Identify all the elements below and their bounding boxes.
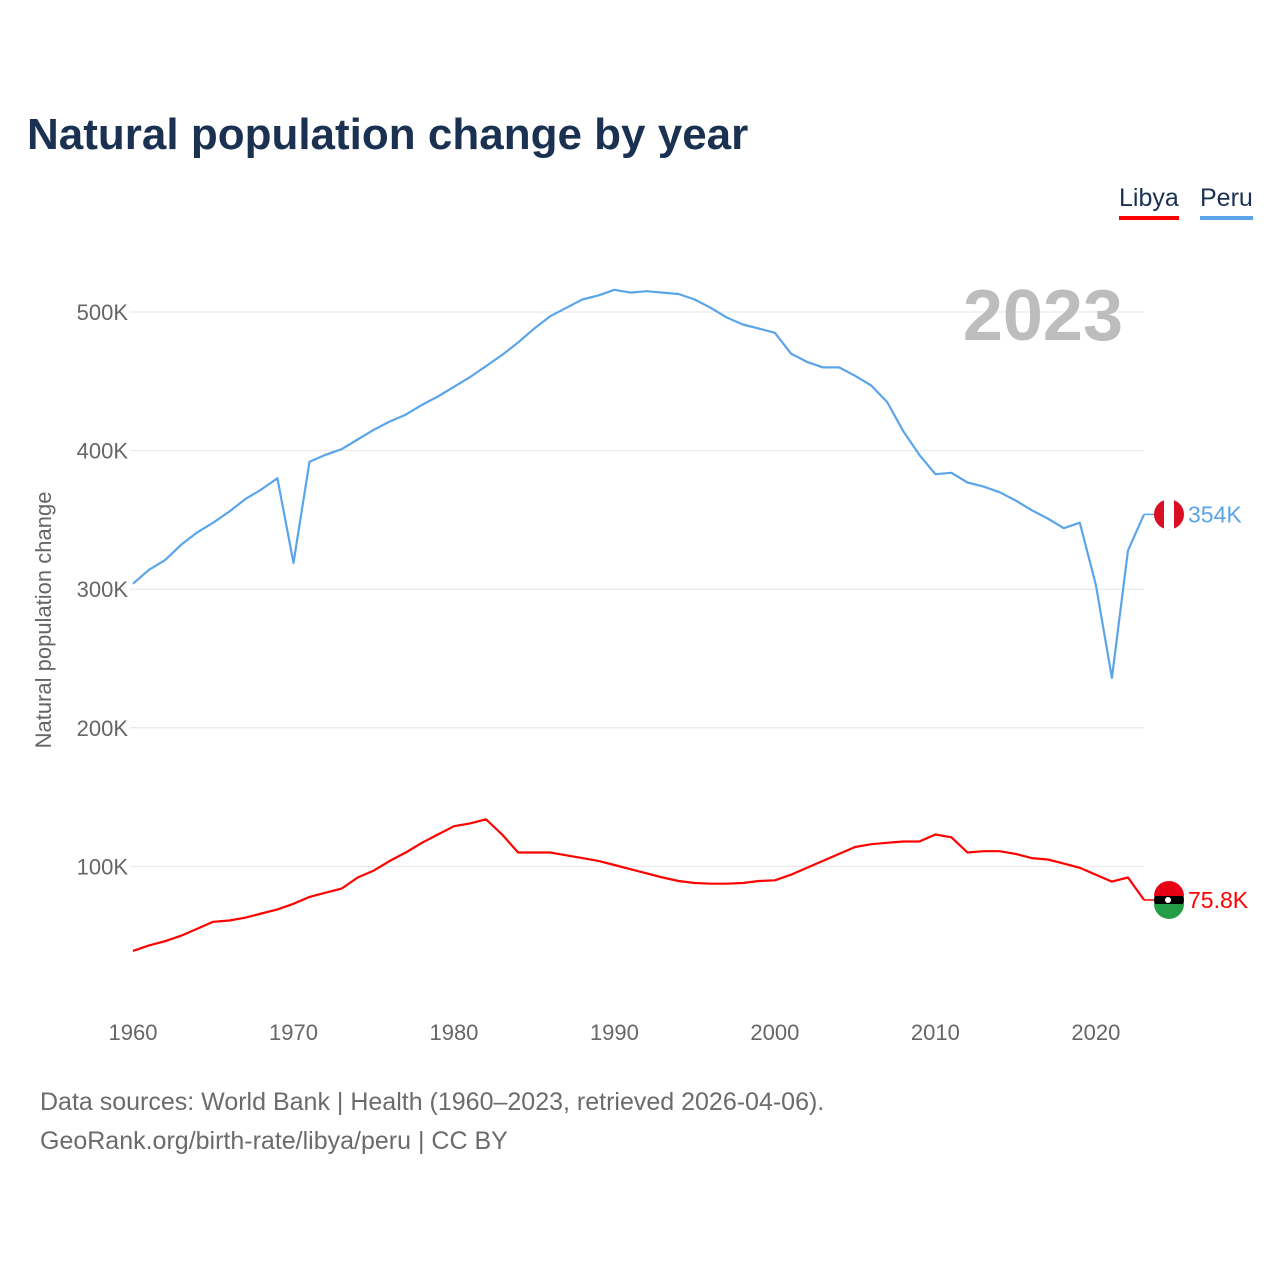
peru-flag-stripe [1164, 499, 1174, 530]
y-tick-label: 500K [77, 300, 129, 325]
legend-libya[interactable]: Libya [1119, 184, 1179, 220]
x-tick-label: 1970 [269, 1020, 318, 1045]
libya-flag-green [1154, 903, 1184, 919]
source-line-2[interactable]: GeoRank.org/birth-rate/libya/peru | CC B… [40, 1127, 508, 1155]
libya-crescent [1165, 896, 1171, 903]
x-tick-label: 1990 [590, 1020, 639, 1045]
chart-title: Natural population change by year [27, 110, 749, 159]
legend-peru[interactable]: Peru [1200, 184, 1253, 220]
end-value-label-libya: 75.8K [1188, 887, 1249, 913]
y-axis-label: Natural population change [31, 492, 56, 749]
series-line-peru [132, 288, 1146, 680]
libya-flag-red [1154, 880, 1184, 896]
y-tick-label: 300K [77, 577, 129, 602]
series-line-libya [132, 818, 1145, 952]
source-line-1: Data sources: World Bank | Health (1960–… [40, 1088, 825, 1116]
year-watermark: 2023 [963, 276, 1123, 356]
x-tick-label: 1960 [109, 1020, 158, 1045]
y-tick-label: 100K [77, 854, 129, 879]
end-value-label-peru: 354K [1188, 501, 1242, 527]
y-tick-label: 400K [77, 439, 129, 464]
y-tick-label: 200K [77, 716, 129, 741]
x-tick-label: 2000 [750, 1020, 799, 1045]
x-tick-label: 1980 [429, 1020, 478, 1045]
x-tick-label: 2010 [911, 1020, 960, 1045]
x-tick-label: 2020 [1071, 1020, 1120, 1045]
